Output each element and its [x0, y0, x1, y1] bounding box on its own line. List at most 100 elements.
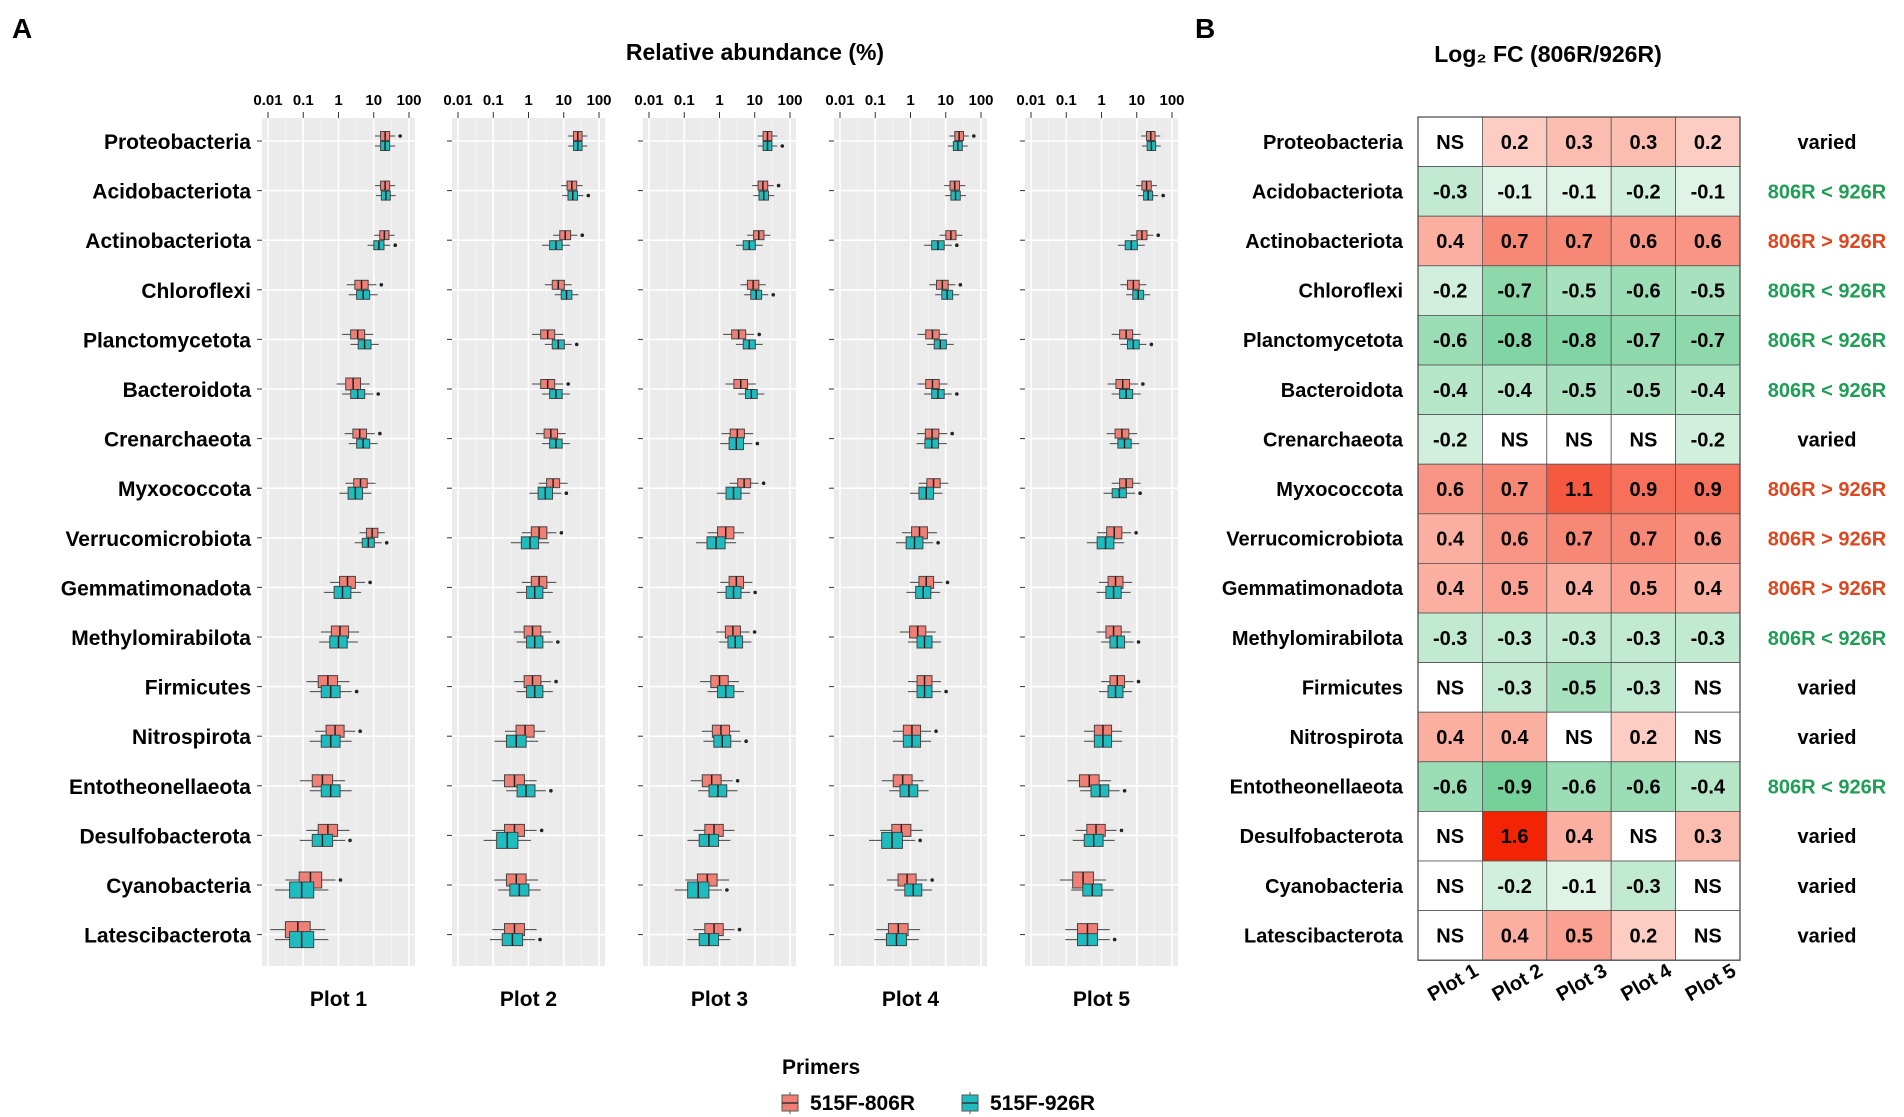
x-tick-label: 0.1 [865, 92, 886, 109]
heatmap-cell-value: NS [1436, 925, 1464, 947]
box-crenarchaeota-926r [1109, 438, 1140, 449]
box-nitrospirota-926r [309, 734, 352, 748]
heatmap-cell-value: 1.1 [1565, 479, 1593, 501]
outlier-point [1138, 491, 1142, 496]
heatmap-col-label: Plot 1 [1424, 960, 1482, 1006]
box-verrucomicrobiota-806r [359, 527, 385, 538]
taxon-label: Planctomycetota [83, 329, 251, 352]
box-proteobacteria-806r [757, 131, 778, 141]
heatmap-row-cyanobacteria: Cyanobacteria NS -0.2 -0.1 -0.3 NS varied [1265, 860, 1856, 911]
heatmap-cell-value: 0.4 [1565, 578, 1594, 600]
outlier-point [379, 283, 384, 287]
box-actinobacteriota-926r [924, 240, 959, 251]
taxon-label: Latescibacterota [84, 925, 251, 948]
heatmap-cell-value: -0.1 [1497, 181, 1531, 203]
heatmap-cell [1675, 563, 1741, 614]
box-acidobacteriota-806r [1136, 180, 1157, 191]
heatmap-cell-value: 0.3 [1565, 132, 1593, 154]
box-cyanobacteria-926r [674, 881, 729, 899]
outlier-point [744, 739, 748, 743]
heatmap-border [1417, 116, 1741, 961]
outlier-point [936, 541, 940, 545]
box-bacteroidota-926r [924, 389, 959, 399]
heatmap-row-desulfobacterota: Desulfobacterota NS 1.6 0.4 NS 0.3 varied [1240, 811, 1857, 862]
box-methylomirabilota-806r [1096, 625, 1131, 639]
heatmap-row-label: Desulfobacterota [1240, 826, 1404, 848]
heatmap-row-chloroflexi: Chloroflexi -0.2 -0.7 -0.5 -0.6 -0.5 806R < 92… [1299, 265, 1887, 316]
box-crenarchaeota-806r [344, 428, 382, 439]
legend-entry-926r: 515F-926R [990, 1092, 1095, 1115]
outlier-point [1136, 679, 1141, 684]
box-actinobacteriota-926r [542, 240, 570, 251]
x-tick-label: 100 [396, 92, 421, 109]
outlier-point [1136, 640, 1141, 644]
heatmap-status: varied [1798, 826, 1857, 848]
box-gemmatimonadota-926r [1096, 585, 1131, 599]
heatmap-cell [1482, 265, 1548, 316]
heatmap-cell-value: -0.6 [1626, 777, 1660, 799]
box-bacteroidota-926r [542, 389, 570, 399]
heatmap-cell-value: 0.3 [1629, 132, 1657, 154]
outlier-point [348, 838, 352, 843]
facet-plot-2: 0.01 0.1 1 10 100 Plot 2 [443, 92, 611, 1011]
box-nitrospirota-806r [505, 724, 546, 738]
outlier-point [554, 679, 558, 684]
outlier-point [338, 878, 343, 882]
heatmap-cell-value: NS [1630, 429, 1658, 451]
heatmap-cell-value: -0.2 [1626, 181, 1660, 203]
outlier-point [393, 243, 398, 247]
heatmap-row-label: Gemmatimonadota [1222, 578, 1404, 600]
x-tick-label: 1 [334, 92, 342, 109]
heatmap-row-label: Latescibacterota [1244, 925, 1404, 947]
box-latescibacterota-806r [876, 923, 921, 937]
heatmap-cell [1675, 463, 1741, 515]
box-acidobacteriota-926r [753, 190, 775, 201]
box-desulfobacterota-926r [299, 833, 352, 847]
heatmap-cell-value: -0.3 [1497, 677, 1531, 699]
heatmap-cell-value: 0.7 [1565, 231, 1593, 253]
heatmap-status: 806R < 926R [1768, 380, 1887, 402]
outlier-point [580, 233, 585, 237]
heatmap-cell-value: NS [1694, 677, 1722, 699]
heatmap-cell-value: -0.9 [1497, 777, 1531, 799]
heatmap-col-label: Plot 4 [1617, 959, 1676, 1006]
outlier-point [556, 640, 560, 644]
box-methylomirabilota-926r [719, 635, 752, 649]
heatmap-row-label: Cyanobacteria [1265, 876, 1404, 898]
heatmap-cell-value: 0.2 [1629, 925, 1657, 947]
outlier-point [586, 193, 591, 198]
heatmap-row-crenarchaeota: Crenarchaeota -0.2 NS NS NS -0.2 varied [1263, 414, 1856, 465]
panel-a-title: Relative abundance (%) [626, 39, 884, 65]
outlier-point [376, 392, 381, 396]
box-chloroflexi-806r [544, 279, 572, 290]
heatmap-status: varied [1798, 132, 1857, 154]
box-latescibacterota-926r [274, 931, 329, 949]
heatmap-cell-value: 0.7 [1565, 529, 1593, 551]
heatmap-cell [1482, 463, 1548, 515]
legend-entry-806r: 515F-806R [810, 1092, 915, 1115]
taxon-label: Gemmatimonadota [61, 577, 252, 600]
heatmap-cell-value: -0.4 [1497, 380, 1532, 402]
heatmap-row-label: Methylomirabilota [1232, 628, 1404, 650]
outlier-point [955, 243, 959, 247]
box-chloroflexi-926r [1126, 289, 1151, 300]
heatmap-cell [1610, 265, 1676, 316]
heatmap-status: 806R < 926R [1768, 777, 1887, 799]
heatmap-cell [1675, 116, 1741, 167]
box-chloroflexi-806r [929, 279, 963, 290]
taxon-label: Crenarchaeota [104, 429, 251, 452]
box-myxococcota-926r [529, 486, 569, 500]
heatmap-cell-value: -0.7 [1691, 330, 1725, 352]
box-latescibacterota-806r [1065, 923, 1110, 937]
facet-plot-4: 0.01 0.1 1 10 100 Plot 4 [825, 92, 993, 1011]
box-actinobacteriota-806r [1130, 230, 1161, 241]
box-proteobacteria-806r [568, 131, 588, 141]
heatmap-cell [1482, 563, 1548, 614]
box-firmicutes-926r [516, 685, 553, 699]
box-chloroflexi-806r [346, 279, 384, 290]
panel-a-label: A [12, 13, 32, 44]
heatmap-status: varied [1798, 727, 1857, 749]
box-entotheonellaeota-926r [309, 784, 352, 798]
box-gemmatimonadota-926r [323, 585, 362, 599]
